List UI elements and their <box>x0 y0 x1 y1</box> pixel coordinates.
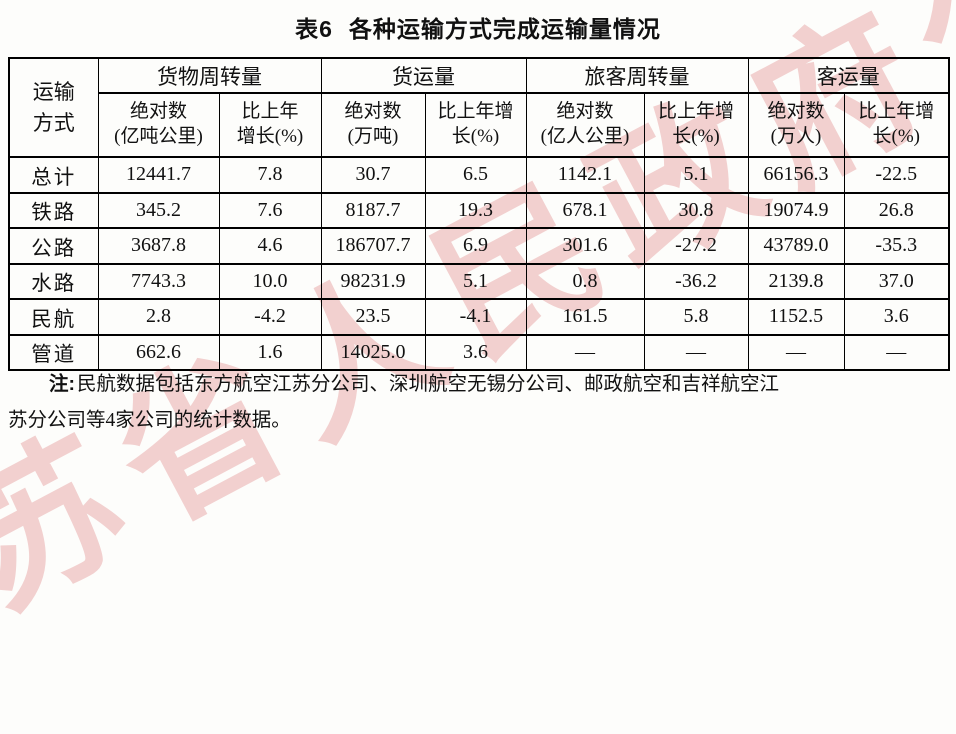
data-cell: 301.6 <box>525 227 645 265</box>
data-cell: 26.8 <box>843 191 950 229</box>
data-cell: 30.8 <box>643 191 749 229</box>
corner-header-line2: 方式 <box>32 110 75 135</box>
data-cell: 3.6 <box>843 298 950 336</box>
data-cell: 6.5 <box>424 156 527 194</box>
data-cell: 1142.1 <box>525 156 645 194</box>
data-cell: -36.2 <box>643 262 749 300</box>
corner-header-line1: 运输 <box>32 80 75 105</box>
data-cell: 3687.8 <box>97 227 220 265</box>
data-cell: 7.8 <box>218 156 322 194</box>
group-header-passenger-turnover: 旅客周转量 <box>525 57 749 94</box>
row-label-railway: 铁路 <box>8 191 99 229</box>
data-cell: -35.3 <box>843 227 950 265</box>
data-cell: 23.5 <box>320 298 426 336</box>
subheader-freight-turnover-growth: 比上年 增长(%) <box>218 92 322 158</box>
data-cell: 4.6 <box>218 227 322 265</box>
group-header-passenger-volume: 客运量 <box>747 57 950 94</box>
data-cell: — <box>525 333 645 371</box>
data-cell: 19074.9 <box>747 191 845 229</box>
data-cell: — <box>747 333 845 371</box>
data-cell: 5.8 <box>643 298 749 336</box>
data-cell: 43789.0 <box>747 227 845 265</box>
row-label-civil-aviation: 民航 <box>8 298 99 336</box>
data-cell: 678.1 <box>525 191 645 229</box>
table-footnote: 注: 民航数据包括东方航空江苏分公司、深圳航空无锡分公司、邮政航空和吉祥航空江 苏… <box>8 366 952 439</box>
footnote-line-1: 注: 民航数据包括东方航空江苏分公司、深圳航空无锡分公司、邮政航空和吉祥航空江 <box>8 366 952 403</box>
table-row-highway: 公路 3687.8 4.6 186707.7 6.9 301.6 -27.2 4… <box>8 227 950 265</box>
data-cell: 161.5 <box>525 298 645 336</box>
subheader-freight-volume-abs: 绝对数 (万吨) <box>320 92 426 158</box>
data-cell: 2139.8 <box>747 262 845 300</box>
data-cell: 2.8 <box>97 298 220 336</box>
row-label-total: 总计 <box>8 156 99 194</box>
data-cell: -22.5 <box>843 156 950 194</box>
data-cell: 12441.7 <box>97 156 220 194</box>
data-cell: 7743.3 <box>97 262 220 300</box>
data-cell: 6.9 <box>424 227 527 265</box>
row-label-highway: 公路 <box>8 227 99 265</box>
data-cell: 19.3 <box>424 191 527 229</box>
row-label-pipeline: 管道 <box>8 333 99 371</box>
subheader-passenger-turnover-abs: 绝对数 (亿人公里) <box>525 92 645 158</box>
footnote-line-2: 苏分公司等4家公司的统计数据。 <box>8 410 291 432</box>
row-label-waterway: 水路 <box>8 262 99 300</box>
data-cell: 1152.5 <box>747 298 845 336</box>
data-cell: 7.6 <box>218 191 322 229</box>
data-cell: 10.0 <box>218 262 322 300</box>
footnote-text-1: 民航数据包括东方航空江苏分公司、深圳航空无锡分公司、邮政航空和吉祥航空江 <box>76 374 779 395</box>
data-cell: -27.2 <box>643 227 749 265</box>
page-title: 表6 各种运输方式完成运输量情况 <box>0 0 956 44</box>
data-cell: 3.6 <box>424 333 527 371</box>
data-cell: 5.1 <box>424 262 527 300</box>
table-row-pipeline: 管道 662.6 1.6 14025.0 3.6 — — — — <box>8 333 950 371</box>
table-title-text: 各种运输方式完成运输量情况 <box>348 16 661 42</box>
data-cell: 0.8 <box>525 262 645 300</box>
data-cell: 98231.9 <box>320 262 426 300</box>
corner-header-transport-mode: 运输 方式 <box>8 57 99 158</box>
data-cell: 345.2 <box>97 191 220 229</box>
subheader-freight-turnover-abs: 绝对数 (亿吨公里) <box>97 92 220 158</box>
data-cell: 186707.7 <box>320 227 426 265</box>
data-cell: 14025.0 <box>320 333 426 371</box>
data-cell: 1.6 <box>218 333 322 371</box>
table-row-civil-aviation: 民航 2.8 -4.2 23.5 -4.1 161.5 5.8 1152.5 3… <box>8 298 950 336</box>
data-cell: 66156.3 <box>747 156 845 194</box>
table-row-railway: 铁路 345.2 7.6 8187.7 19.3 678.1 30.8 1907… <box>8 191 950 229</box>
subheader-freight-volume-growth: 比上年增 长(%) <box>424 92 527 158</box>
subheader-passenger-volume-growth: 比上年增 长(%) <box>843 92 950 158</box>
group-header-freight-volume: 货运量 <box>320 57 527 94</box>
table-row-total: 总计 12441.7 7.8 30.7 6.5 1142.1 5.1 66156… <box>8 156 950 194</box>
group-header-freight-turnover: 货物周转量 <box>97 57 322 94</box>
table-number: 表6 <box>295 16 333 42</box>
data-cell: — <box>843 333 950 371</box>
data-cell: -4.1 <box>424 298 527 336</box>
data-cell: 5.1 <box>643 156 749 194</box>
data-cell: -4.2 <box>218 298 322 336</box>
subheader-passenger-volume-abs: 绝对数 (万人) <box>747 92 845 158</box>
data-cell: 662.6 <box>97 333 220 371</box>
data-cell: 37.0 <box>843 262 950 300</box>
data-cell: 8187.7 <box>320 191 426 229</box>
data-cell: — <box>643 333 749 371</box>
footnote-prefix: 注: <box>48 373 75 395</box>
transport-statistics-table: 运输 方式 货物周转量 货运量 旅客周转量 客运量 绝对数 (亿吨公里) 比上年… <box>8 57 950 371</box>
subheader-passenger-turnover-growth: 比上年增 长(%) <box>643 92 749 158</box>
data-cell: 30.7 <box>320 156 426 194</box>
table-row-waterway: 水路 7743.3 10.0 98231.9 5.1 0.8 -36.2 213… <box>8 262 950 300</box>
